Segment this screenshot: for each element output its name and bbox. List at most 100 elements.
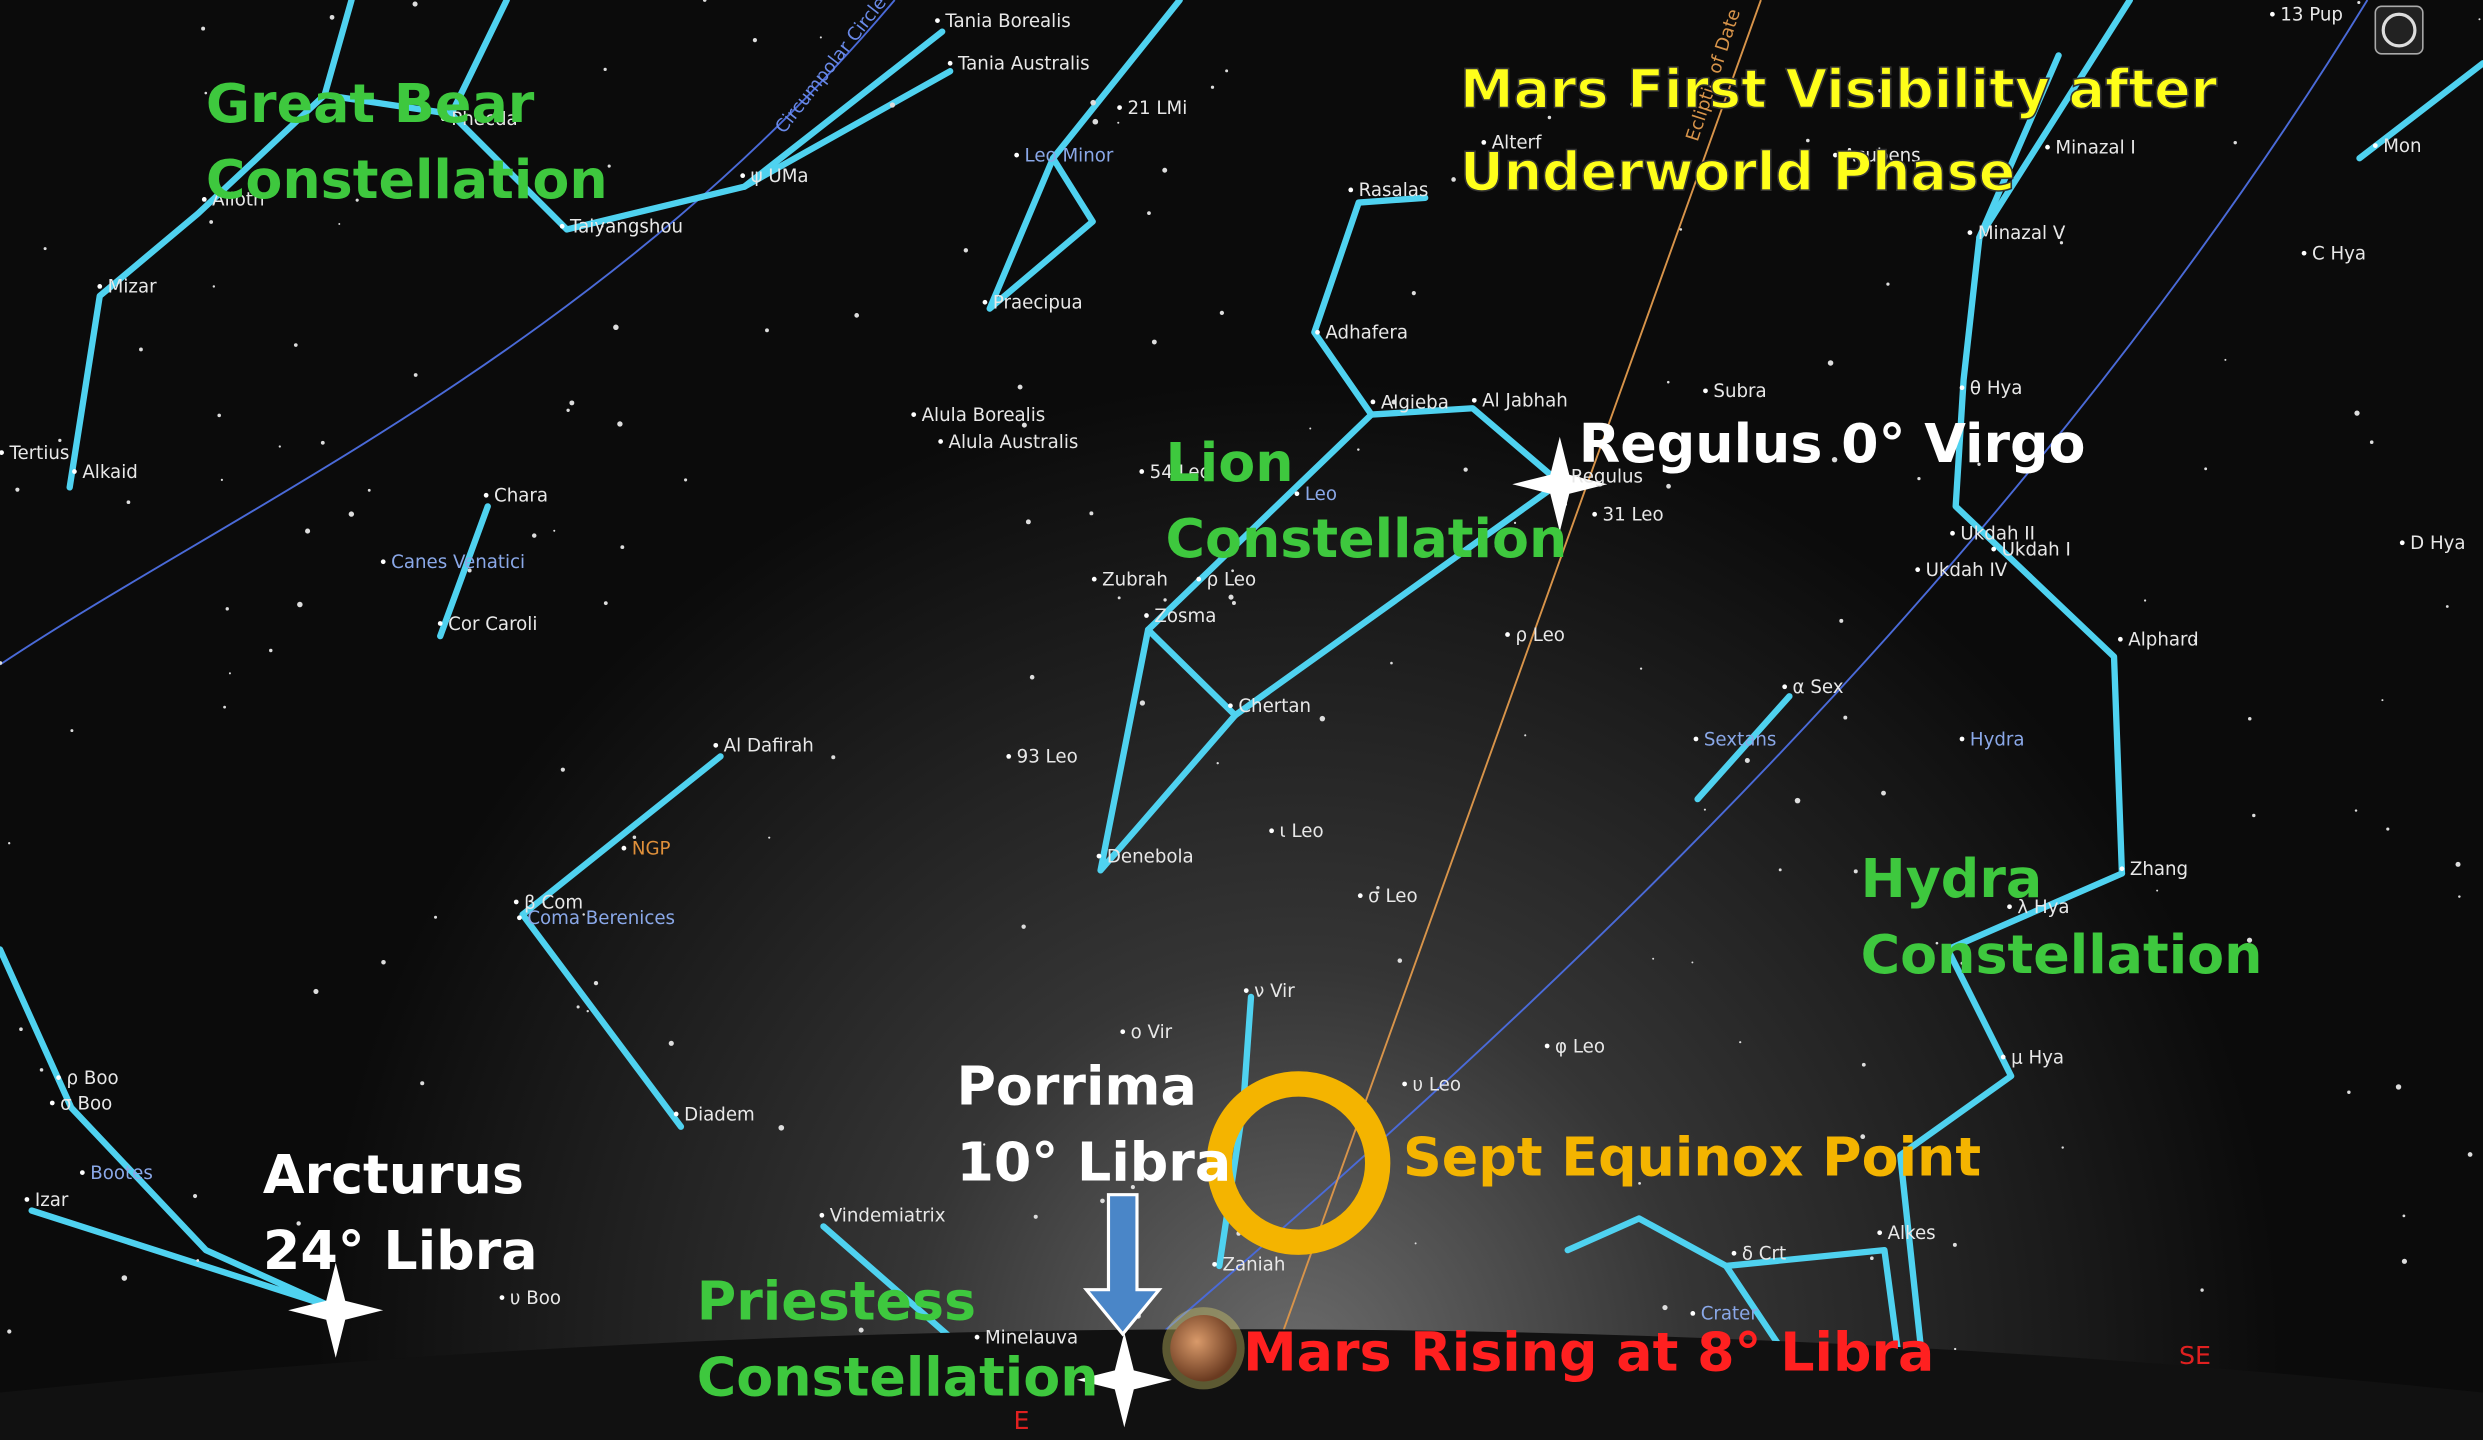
annotation: Mars Rising at 8° Libra	[1243, 1320, 1934, 1383]
star-dot	[713, 743, 718, 748]
star-dot	[911, 412, 916, 417]
star-label: σ Boo	[60, 1093, 112, 1114]
star-dot	[1295, 491, 1300, 496]
star-dot	[1690, 1311, 1695, 1316]
star-label: NGP	[632, 839, 671, 860]
star-dot	[948, 61, 953, 66]
star	[2370, 440, 2374, 444]
star-dot	[1144, 613, 1149, 618]
star-label: ν Vir	[1254, 981, 1295, 1002]
annotation: Porrima	[956, 1055, 1196, 1118]
page: {"title_lines":["Mars First Visibility a…	[0, 0, 2483, 1440]
star-label: Al Jabhah	[1482, 391, 1568, 412]
star-label: ρ Boo	[67, 1068, 119, 1089]
star	[2224, 359, 2226, 361]
star-dot	[622, 846, 627, 851]
star	[1704, 809, 1706, 811]
star	[1870, 1256, 1874, 1260]
star-label: δ Crt	[1742, 1244, 1786, 1265]
star-dot	[25, 1197, 30, 1202]
star-dot	[1545, 1044, 1550, 1049]
star-label: Cor Caroli	[448, 614, 537, 635]
star	[1021, 925, 1025, 929]
star	[1954, 1348, 1956, 1350]
star	[1779, 868, 1782, 871]
star	[201, 27, 205, 31]
star	[2396, 1084, 2401, 1089]
star	[420, 1081, 424, 1085]
star	[40, 1068, 44, 1072]
star-dot	[56, 1075, 61, 1080]
star-label: Subra	[1713, 381, 1766, 402]
star	[139, 348, 143, 352]
star	[1464, 467, 1468, 471]
annotation: Constellation	[697, 1346, 1099, 1409]
star	[209, 220, 213, 224]
star	[1390, 662, 1393, 665]
star	[44, 247, 47, 250]
star-label: ι Leo	[1280, 821, 1324, 842]
annotation: 24° Libra	[263, 1219, 538, 1282]
star	[196, 1259, 199, 1262]
star	[2446, 605, 2449, 608]
star-dot	[1006, 754, 1011, 759]
star-dot	[1968, 230, 1973, 235]
star	[2354, 411, 2359, 416]
star	[2478, 18, 2480, 20]
compass-label: E	[1013, 1405, 1029, 1435]
star-label: Denebola	[1107, 846, 1194, 867]
star	[15, 488, 19, 492]
star	[561, 768, 565, 772]
star-dot	[2120, 866, 2125, 871]
star	[1854, 869, 1858, 873]
annotation: 10° Libra	[956, 1131, 1231, 1194]
star-dot	[1120, 1029, 1125, 1034]
star	[1524, 734, 1526, 736]
star-label: Alkes	[1888, 1223, 1936, 1244]
annotation: Great Bear	[206, 72, 535, 135]
star-dot	[1960, 385, 1965, 390]
star	[2468, 1152, 2473, 1157]
star-dot	[1371, 400, 1376, 405]
star	[1147, 211, 1151, 215]
star	[368, 489, 371, 492]
star-dot	[2270, 12, 2275, 17]
star	[381, 960, 386, 965]
star-label: Al Dafirah	[724, 736, 814, 757]
compass-label: SE	[2179, 1340, 2211, 1370]
star-dot	[1950, 531, 1955, 536]
star	[608, 165, 611, 168]
star	[2403, 1214, 2406, 1217]
star-label: φ Leo	[1555, 1036, 1605, 1057]
star	[1090, 100, 1096, 106]
star-dot	[1244, 988, 1249, 993]
star	[854, 313, 859, 318]
star	[1839, 619, 1843, 623]
star-dot	[674, 1112, 679, 1117]
star-label: C Hya	[2312, 244, 2366, 265]
star	[1211, 86, 1214, 89]
title: Underworld Phase	[1460, 140, 2015, 203]
star	[1679, 228, 1682, 231]
star-dot	[938, 439, 943, 444]
star-label: Tania Borealis	[944, 11, 1070, 32]
star-label: Zubrah	[1102, 570, 1168, 591]
star-label: Tania Australis	[957, 54, 1090, 75]
star-label: Rasalas	[1359, 180, 1429, 201]
star-label: υ Leo	[1413, 1074, 1461, 1095]
star-label: Alula Borealis	[922, 405, 1046, 426]
star	[1232, 601, 1236, 605]
star	[1667, 381, 1670, 384]
star-label: Algieba	[1381, 392, 1449, 413]
star-dot	[1694, 737, 1699, 742]
star-label: 93 Leo	[1017, 747, 1078, 768]
star	[1162, 168, 1167, 173]
annotation: Constellation	[1165, 507, 1567, 570]
star	[1795, 798, 1801, 804]
star-dot	[2373, 143, 2378, 148]
star	[2355, 809, 2357, 811]
star-dot	[1782, 684, 1787, 689]
star-dot	[2400, 540, 2405, 545]
star	[2381, 699, 2383, 701]
star-label: Zaniah	[1222, 1255, 1285, 1276]
